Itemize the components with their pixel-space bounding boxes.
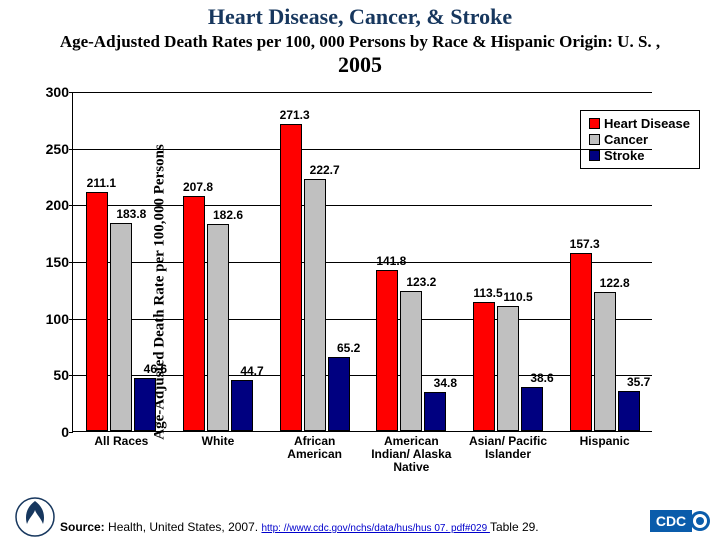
bar	[183, 196, 205, 432]
y-tick-label: 50	[53, 367, 69, 383]
bar	[207, 224, 229, 431]
y-tick-mark	[69, 375, 73, 376]
chart-title-2: Age-Adjusted Death Rates per 100, 000 Pe…	[0, 32, 720, 52]
bar-value-label: 157.3	[570, 237, 600, 251]
x-tick-label: AmericanIndian/ AlaskaNative	[363, 435, 460, 475]
bar-value-label: 35.7	[627, 375, 650, 389]
gridline	[73, 92, 652, 93]
x-tick-label: Hispanic	[556, 435, 653, 448]
bar-group: 141.8123.234.8	[376, 92, 446, 431]
y-tick-mark	[69, 149, 73, 150]
y-tick-label: 100	[46, 311, 69, 327]
bar-value-label: 182.6	[213, 208, 243, 222]
bar-value-label: 123.2	[406, 275, 436, 289]
gridline	[73, 149, 652, 150]
chart-title-3: 2005	[0, 52, 720, 78]
gridline	[73, 319, 652, 320]
chart-title-1: Heart Disease, Cancer, & Stroke	[0, 4, 720, 30]
y-tick-mark	[69, 262, 73, 263]
bar	[328, 357, 350, 431]
chart-container: Age-Adjusted Death Rate per 100,000 Pers…	[18, 92, 708, 492]
bar-value-label: 46.6	[144, 362, 167, 376]
bar	[497, 306, 519, 431]
bar	[521, 387, 543, 431]
y-tick-mark	[69, 92, 73, 93]
x-tick-label: AfricanAmerican	[266, 435, 363, 461]
hhs-logo	[14, 496, 56, 538]
bar-value-label: 65.2	[337, 341, 360, 355]
plot-area: Heart DiseaseCancerStroke 05010015020025…	[72, 92, 652, 432]
bar-value-label: 207.8	[183, 180, 213, 194]
x-tick-label: Asian/ PacificIslander	[460, 435, 557, 461]
bar-value-label: 141.8	[376, 254, 406, 268]
y-tick-mark	[69, 205, 73, 206]
gridline	[73, 205, 652, 206]
bar-value-label: 122.8	[600, 276, 630, 290]
y-tick-mark	[69, 432, 73, 433]
source-footer: Source: Health, United States, 2007. htt…	[60, 520, 539, 534]
bar	[304, 179, 326, 431]
bar	[134, 378, 156, 431]
y-tick-label: 0	[61, 424, 69, 440]
source-text: Health, United States, 2007.	[105, 520, 262, 534]
bar-value-label: 113.5	[473, 286, 502, 300]
x-tick-label: All Races	[73, 435, 170, 448]
x-tick-label: White	[170, 435, 267, 448]
bar	[231, 380, 253, 431]
bar	[86, 192, 108, 431]
bar	[594, 292, 616, 431]
bar-value-label: 183.8	[116, 207, 146, 221]
bar-group: 157.3122.835.7	[570, 92, 640, 431]
y-tick-label: 250	[46, 141, 69, 157]
gridline	[73, 262, 652, 263]
bar-value-label: 44.7	[240, 364, 263, 378]
y-tick-label: 200	[46, 197, 69, 213]
source-label: Source:	[60, 520, 105, 534]
y-tick-mark	[69, 319, 73, 320]
bar	[280, 124, 302, 431]
bar-value-label: 222.7	[310, 163, 340, 177]
svg-text:CDC: CDC	[656, 513, 686, 529]
y-tick-label: 300	[46, 84, 69, 100]
bar-value-label: 34.8	[434, 376, 457, 390]
bar	[473, 302, 495, 431]
bar	[110, 223, 132, 431]
y-tick-label: 150	[46, 254, 69, 270]
bar	[618, 391, 640, 431]
bar-group: 271.3222.765.2	[280, 92, 350, 431]
bar	[570, 253, 592, 431]
bar-value-label: 110.5	[503, 290, 532, 304]
bar	[424, 392, 446, 431]
cdc-logo: CDC	[650, 504, 710, 538]
bar-group: 211.1183.846.6	[86, 92, 156, 431]
source-suffix: Table 29.	[490, 520, 539, 534]
bar-value-label: 271.3	[280, 108, 310, 122]
source-link[interactable]: http: //www.cdc.gov/nchs/data/hus/hus 07…	[261, 523, 489, 534]
bar	[376, 270, 398, 431]
bar-group: 207.8182.644.7	[183, 92, 253, 431]
bar-value-label: 211.1	[87, 176, 116, 190]
bar-group: 113.5110.538.6	[473, 92, 543, 431]
bar-value-label: 38.6	[530, 371, 553, 385]
bar	[400, 291, 422, 431]
